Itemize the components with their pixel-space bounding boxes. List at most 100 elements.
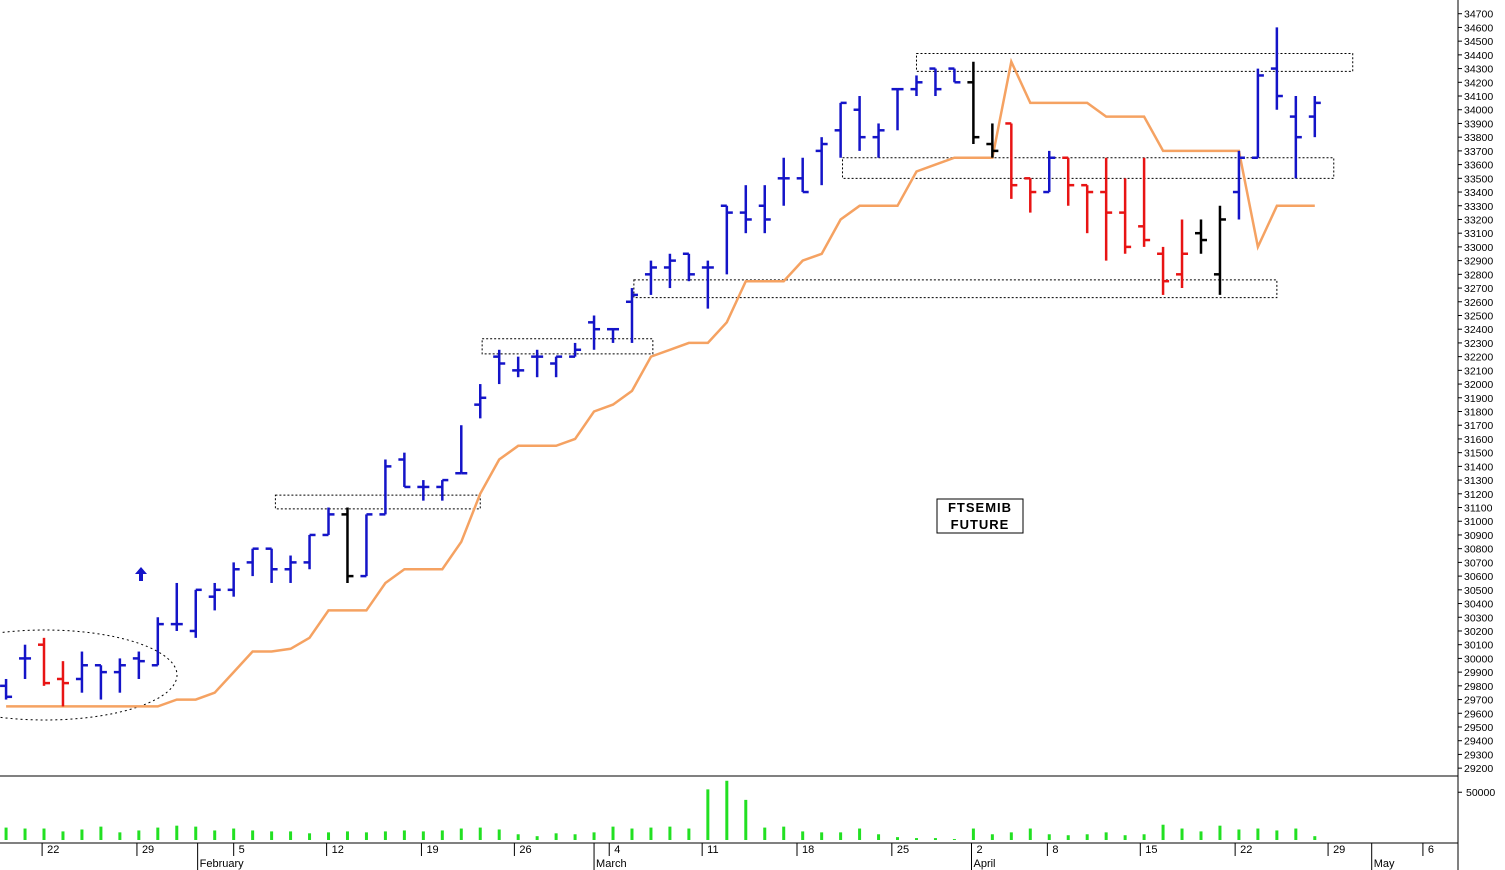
y-tick-label: 30500: [1464, 585, 1493, 597]
volume-bar: [137, 830, 141, 840]
volume-bar: [327, 832, 331, 840]
x-tick-label: 19: [426, 844, 438, 856]
x-tick-label: 11: [707, 844, 718, 856]
x-tick-label: 6: [1428, 844, 1434, 856]
y-tick-label: 33500: [1464, 173, 1493, 185]
volume-bar: [687, 828, 691, 840]
volume-bar: [1161, 824, 1165, 840]
volume-bar: [896, 837, 900, 840]
y-tick-label: 31500: [1464, 448, 1493, 460]
volume-bar: [801, 831, 805, 840]
month-label: March: [596, 858, 627, 870]
volume-bar: [459, 828, 463, 840]
trail-line: [6, 57, 1315, 708]
y-tick-label: 32000: [1464, 379, 1493, 391]
volume-bar: [289, 831, 293, 840]
annotation-text: FTSEMIB: [948, 500, 1012, 515]
volume-bar: [706, 789, 710, 840]
y-tick-label: 31300: [1464, 475, 1493, 487]
y-tick-label: 30000: [1464, 653, 1493, 665]
volume-bar: [1294, 828, 1298, 840]
volume-bar: [421, 831, 425, 840]
volume-bar: [990, 834, 994, 840]
arrow-up: [135, 567, 147, 581]
volume-bar: [535, 836, 539, 840]
y-tick-label: 31900: [1464, 393, 1493, 405]
y-tick-label: 31000: [1464, 516, 1493, 528]
volume-bar: [23, 828, 27, 840]
zone: [481, 338, 654, 355]
volume-bar: [383, 831, 387, 840]
y-tick-label: 29400: [1464, 736, 1493, 748]
volume-bar: [952, 839, 956, 840]
volume-bar: [1028, 828, 1032, 840]
y-tick-label: 32300: [1464, 338, 1493, 350]
y-tick-label: 29600: [1464, 708, 1493, 720]
y-tick-label: 30300: [1464, 612, 1493, 624]
y-tick-label: 34600: [1464, 22, 1493, 34]
volume-bar: [877, 834, 881, 840]
volume-bar: [668, 826, 672, 840]
month-label: February: [200, 858, 245, 870]
y-tick-label: 33700: [1464, 146, 1493, 158]
volume-bar: [933, 838, 937, 840]
y-tick-label: 31700: [1464, 420, 1493, 432]
volume-bar: [554, 833, 558, 840]
volume-bar: [42, 828, 46, 840]
zone: [274, 494, 481, 510]
y-tick-label: 32700: [1464, 283, 1493, 295]
ellipse-annotation: [0, 629, 178, 721]
volume-bar: [592, 832, 596, 840]
y-tick-label: 34200: [1464, 77, 1493, 89]
volume-bar: [1085, 834, 1089, 840]
volume-bar: [402, 830, 406, 840]
volume-bar: [971, 828, 975, 840]
y-tick-label: 32900: [1464, 256, 1493, 268]
y-tick-label: 32500: [1464, 310, 1493, 322]
volume-bar: [99, 826, 103, 840]
x-tick-label: 2: [976, 844, 982, 856]
label-box: [936, 498, 1024, 534]
volume-bar: [744, 799, 748, 840]
y-tick-label: 33100: [1464, 228, 1493, 240]
volume-bar: [820, 832, 824, 840]
zone: [842, 157, 1335, 179]
y-tick-label: 32200: [1464, 352, 1493, 364]
volume-bar: [611, 826, 615, 840]
volume-bar: [175, 825, 179, 840]
volume-bar: [156, 827, 160, 840]
volume-bar: [61, 831, 65, 840]
y-tick-label: 30400: [1464, 599, 1493, 611]
volume-bar: [649, 827, 653, 840]
volume-bar: [1199, 831, 1203, 840]
y-tick-label: 30200: [1464, 626, 1493, 638]
annotation-text: FUTURE: [951, 517, 1010, 532]
x-tick-label: 18: [802, 844, 814, 856]
volume-bar: [763, 827, 767, 840]
volume-bar: [364, 832, 368, 840]
x-tick-label: 12: [332, 844, 344, 856]
y-tick-label: 34500: [1464, 36, 1493, 48]
y-tick-label: 31100: [1464, 503, 1493, 515]
y-tick-label: 30900: [1464, 530, 1493, 542]
x-tick-label: 15: [1145, 844, 1157, 856]
y-tick-label: 32400: [1464, 324, 1493, 336]
y-tick-label: 34400: [1464, 50, 1493, 62]
volume-bar: [308, 833, 312, 840]
y-tick-label: 29800: [1464, 681, 1493, 693]
y-tick-label: 32600: [1464, 297, 1493, 309]
y-tick-label: 33400: [1464, 187, 1493, 199]
volume-bar: [440, 830, 444, 840]
y-tick-label: 34000: [1464, 105, 1493, 117]
x-tick-label: 4: [614, 844, 620, 856]
x-tick-label: 22: [1240, 844, 1252, 856]
y-tick-label: 34300: [1464, 64, 1493, 76]
volume-bar: [118, 832, 122, 840]
y-tick-label: 30800: [1464, 544, 1493, 556]
x-tick-label: 22: [47, 844, 59, 856]
y-tick-label: 30700: [1464, 557, 1493, 569]
y-tick-label: 31800: [1464, 407, 1493, 419]
y-tick-label: 50000: [1466, 787, 1495, 799]
